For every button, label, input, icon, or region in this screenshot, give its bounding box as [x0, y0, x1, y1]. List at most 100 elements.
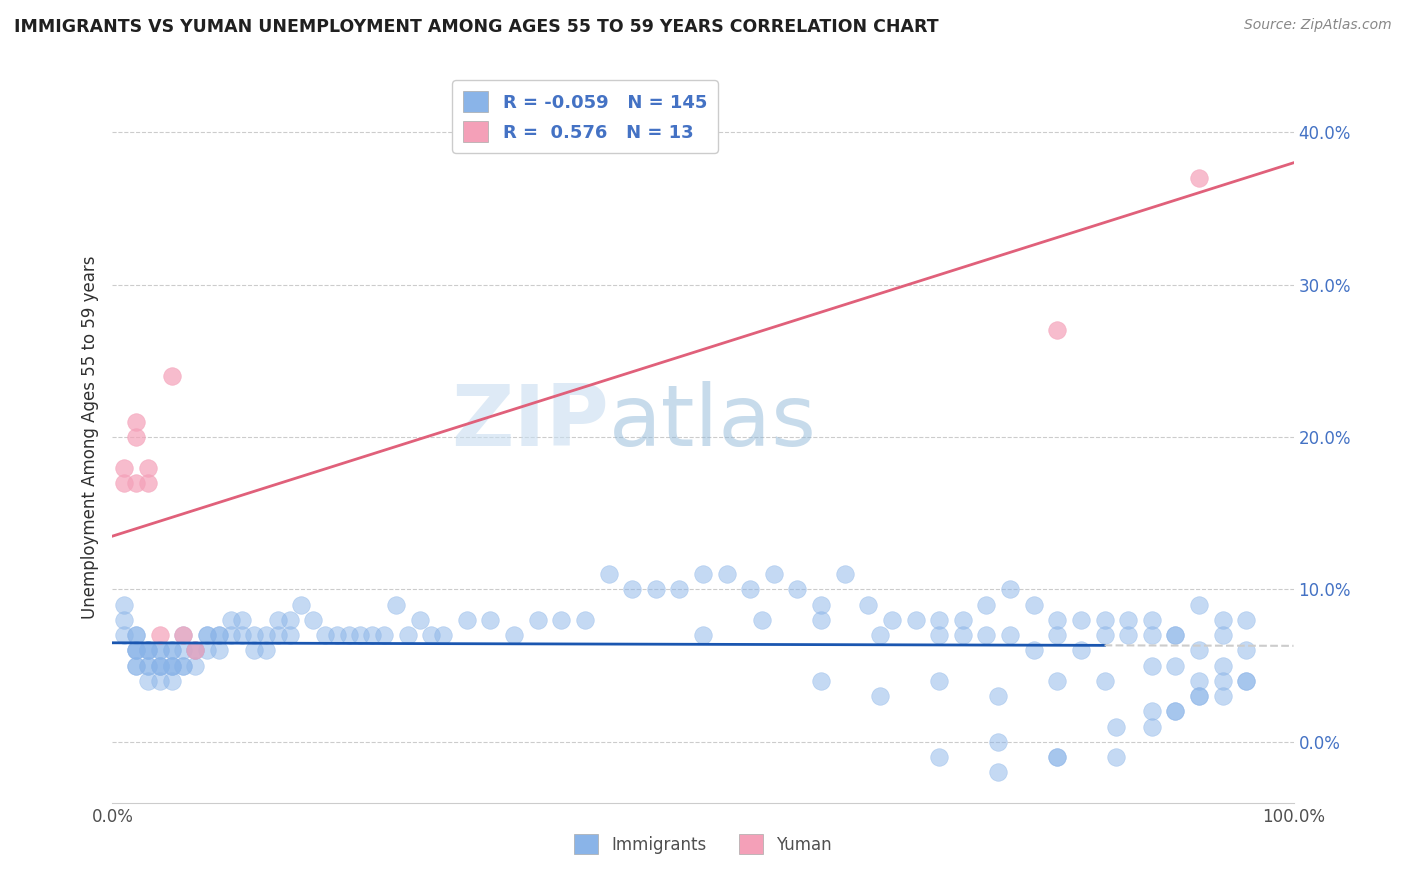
Point [858, 598, 880, 612]
Point [526, 613, 548, 627]
Point [1094, 673, 1116, 688]
Point [1070, 643, 1092, 657]
Point [1188, 673, 1211, 688]
Point [834, 567, 856, 582]
Point [1164, 658, 1187, 673]
Point [243, 628, 266, 642]
Point [184, 643, 207, 657]
Point [112, 460, 135, 475]
Point [267, 613, 290, 627]
Point [904, 613, 927, 627]
Point [1188, 689, 1211, 703]
Point [1094, 613, 1116, 627]
Point [1164, 628, 1187, 642]
Point [1164, 628, 1187, 642]
Point [149, 658, 172, 673]
Point [195, 628, 218, 642]
Point [172, 658, 194, 673]
Point [160, 643, 183, 657]
Point [810, 598, 832, 612]
Point [408, 613, 430, 627]
Point [952, 628, 974, 642]
Point [243, 643, 266, 657]
Point [208, 628, 231, 642]
Point [1212, 628, 1234, 642]
Point [1116, 613, 1139, 627]
Point [112, 475, 135, 490]
Point [550, 613, 572, 627]
Point [136, 475, 159, 490]
Point [928, 673, 950, 688]
Point [1140, 705, 1163, 719]
Point [503, 628, 526, 642]
Point [716, 567, 738, 582]
Point [112, 598, 135, 612]
Point [928, 628, 950, 642]
Point [208, 628, 231, 642]
Point [149, 658, 172, 673]
Point [1234, 673, 1257, 688]
Point [172, 628, 194, 642]
Point [278, 613, 301, 627]
Point [385, 598, 408, 612]
Point [1212, 658, 1234, 673]
Point [1234, 673, 1257, 688]
Point [1070, 613, 1092, 627]
Point [574, 613, 596, 627]
Point [160, 643, 183, 657]
Point [136, 673, 159, 688]
Point [219, 628, 242, 642]
Point [1140, 628, 1163, 642]
Point [112, 628, 135, 642]
Point [184, 658, 207, 673]
Point [869, 689, 891, 703]
Point [160, 673, 183, 688]
Point [149, 658, 172, 673]
Point [195, 643, 218, 657]
Point [160, 658, 183, 673]
Point [1046, 323, 1069, 337]
Point [373, 628, 395, 642]
Point [1046, 613, 1069, 627]
Point [1046, 750, 1069, 764]
Point [302, 613, 325, 627]
Point [1164, 705, 1187, 719]
Point [692, 628, 714, 642]
Legend: Immigrants, Yuman: Immigrants, Yuman [568, 828, 838, 860]
Point [621, 582, 644, 597]
Point [1212, 613, 1234, 627]
Point [136, 658, 159, 673]
Y-axis label: Unemployment Among Ages 55 to 59 years: Unemployment Among Ages 55 to 59 years [80, 255, 98, 619]
Point [644, 582, 666, 597]
Point [231, 613, 253, 627]
Point [1094, 628, 1116, 642]
Point [160, 658, 183, 673]
Point [1022, 643, 1045, 657]
Point [337, 628, 360, 642]
Point [1188, 598, 1211, 612]
Point [290, 598, 312, 612]
Point [125, 628, 148, 642]
Point [396, 628, 419, 642]
Point [1046, 628, 1069, 642]
Point [172, 643, 194, 657]
Point [880, 613, 903, 627]
Point [420, 628, 443, 642]
Point [254, 628, 277, 642]
Point [172, 658, 194, 673]
Point [326, 628, 349, 642]
Point [160, 369, 183, 384]
Point [762, 567, 785, 582]
Point [810, 613, 832, 627]
Point [1188, 643, 1211, 657]
Point [125, 430, 148, 444]
Point [125, 658, 148, 673]
Point [136, 643, 159, 657]
Point [998, 582, 1021, 597]
Point [136, 643, 159, 657]
Point [136, 643, 159, 657]
Point [125, 415, 148, 429]
Point [195, 628, 218, 642]
Point [231, 628, 253, 642]
Point [1022, 598, 1045, 612]
